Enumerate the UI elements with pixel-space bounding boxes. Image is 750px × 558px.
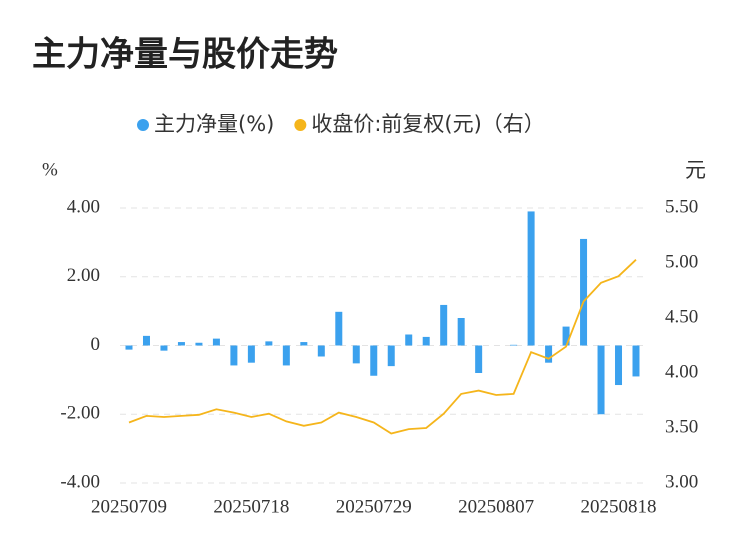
bar bbox=[580, 238, 588, 346]
bar bbox=[230, 345, 238, 366]
bar bbox=[282, 345, 290, 366]
bar bbox=[265, 341, 273, 346]
bar bbox=[387, 345, 395, 367]
bar bbox=[142, 335, 150, 346]
bar bbox=[632, 345, 640, 377]
x-tick-label: 20250729 bbox=[336, 496, 412, 517]
legend-label: 主力净量(%) bbox=[154, 112, 274, 136]
bar bbox=[212, 338, 220, 346]
bar bbox=[457, 318, 465, 346]
chart-title: 主力净量与股价走势 bbox=[32, 35, 338, 75]
x-tick-label: 20250718 bbox=[213, 496, 289, 517]
bar bbox=[562, 326, 570, 346]
bar bbox=[440, 304, 448, 346]
x-tick-label: 20250709 bbox=[91, 496, 167, 517]
y-unit: % bbox=[42, 159, 58, 180]
y2-tick-label: 5.00 bbox=[665, 251, 698, 272]
bar bbox=[195, 342, 203, 346]
bar bbox=[475, 345, 483, 373]
bar bbox=[300, 342, 308, 346]
y-tick-label: 2.00 bbox=[67, 265, 100, 286]
legend-marker bbox=[294, 119, 307, 131]
y-tick-label: 0 bbox=[91, 334, 101, 355]
bar bbox=[615, 345, 623, 386]
y2-tick-label: 3.50 bbox=[665, 416, 698, 437]
y-tick-label: 4.00 bbox=[67, 196, 100, 217]
bar bbox=[510, 344, 518, 346]
legend-label: 收盘价:前复权(元)（右） bbox=[311, 112, 544, 136]
bar bbox=[597, 345, 605, 415]
x-tick-label: 20250807 bbox=[458, 496, 534, 517]
bar bbox=[405, 334, 413, 346]
x-tick-label: 20250818 bbox=[581, 496, 657, 517]
y-tick-label: -4.00 bbox=[60, 471, 100, 492]
bar bbox=[335, 311, 343, 346]
bar bbox=[125, 345, 133, 350]
y2-tick-label: 4.00 bbox=[665, 361, 698, 382]
bar bbox=[370, 345, 378, 376]
price-line bbox=[128, 259, 637, 435]
y-tick-label: -2.00 bbox=[60, 403, 100, 424]
bar bbox=[247, 345, 255, 363]
y2-tick-label: 5.50 bbox=[665, 196, 698, 217]
legend-marker bbox=[137, 119, 149, 131]
y2-unit: 元 bbox=[685, 158, 706, 182]
bar bbox=[527, 211, 535, 346]
bar bbox=[352, 345, 360, 364]
bar bbox=[160, 345, 168, 351]
bar bbox=[422, 336, 430, 346]
bar bbox=[545, 345, 553, 363]
y2-tick-label: 3.00 bbox=[665, 471, 698, 492]
bar bbox=[177, 342, 185, 346]
y2-tick-label: 4.50 bbox=[665, 306, 698, 327]
bar bbox=[317, 345, 325, 357]
